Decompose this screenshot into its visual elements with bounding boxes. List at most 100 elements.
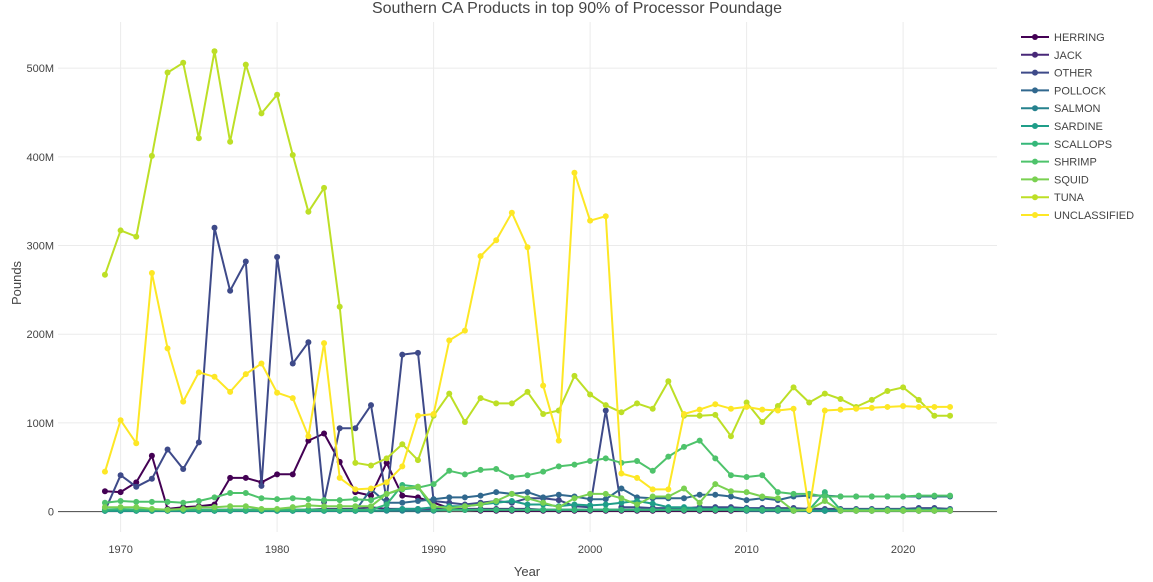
data-point-herring[interactable] bbox=[383, 459, 390, 466]
data-point-shrimp[interactable] bbox=[524, 472, 531, 479]
data-point-tuna[interactable] bbox=[477, 395, 484, 402]
data-point-shrimp[interactable] bbox=[133, 498, 140, 505]
legend[interactable]: HERRING JACK OTHER POLLOCK SALMON SARDINE SCAL… bbox=[1021, 32, 1134, 222]
data-point-tuna[interactable] bbox=[274, 91, 281, 98]
data-point-unclassified[interactable] bbox=[524, 244, 531, 251]
data-point-tuna[interactable] bbox=[712, 411, 719, 418]
data-point-unclassified[interactable] bbox=[618, 470, 625, 477]
data-point-squid[interactable] bbox=[727, 488, 734, 495]
data-point-shrimp[interactable] bbox=[915, 492, 922, 499]
data-point-unclassified[interactable] bbox=[493, 237, 500, 244]
data-point-herring[interactable] bbox=[117, 489, 124, 496]
data-point-unclassified[interactable] bbox=[414, 412, 421, 419]
data-point-shrimp[interactable] bbox=[227, 489, 234, 496]
data-point-tuna[interactable] bbox=[884, 387, 891, 394]
data-point-sardine[interactable] bbox=[571, 501, 578, 508]
data-point-shrimp[interactable] bbox=[274, 496, 281, 503]
data-point-unclassified[interactable] bbox=[837, 406, 844, 413]
data-point-squid[interactable] bbox=[555, 504, 562, 511]
data-point-other[interactable] bbox=[195, 439, 202, 446]
data-point-shrimp[interactable] bbox=[743, 474, 750, 481]
data-point-squid[interactable] bbox=[446, 505, 453, 512]
data-point-scallops[interactable] bbox=[493, 506, 500, 513]
data-point-squid[interactable] bbox=[414, 483, 421, 490]
data-point-scallops[interactable] bbox=[665, 506, 672, 513]
data-point-herring[interactable] bbox=[321, 430, 328, 437]
data-point-tuna[interactable] bbox=[133, 233, 140, 240]
data-point-pollock[interactable] bbox=[461, 494, 468, 501]
data-point-tuna[interactable] bbox=[368, 462, 374, 469]
data-point-scallops[interactable] bbox=[774, 506, 781, 513]
legend-item-squid[interactable]: SQUID bbox=[1021, 174, 1089, 186]
data-point-squid[interactable] bbox=[602, 490, 609, 497]
data-point-squid[interactable] bbox=[227, 503, 234, 510]
data-point-squid[interactable] bbox=[774, 495, 781, 502]
data-point-unclassified[interactable] bbox=[884, 403, 891, 410]
data-point-squid[interactable] bbox=[430, 503, 437, 510]
data-point-scallops[interactable] bbox=[821, 489, 828, 496]
data-point-shrimp[interactable] bbox=[649, 467, 656, 474]
data-point-tuna[interactable] bbox=[759, 419, 766, 426]
data-point-tuna[interactable] bbox=[774, 403, 781, 410]
data-point-other[interactable] bbox=[305, 339, 312, 346]
data-point-unclassified[interactable] bbox=[712, 401, 719, 408]
data-point-squid[interactable] bbox=[884, 507, 891, 514]
legend-item-salmon[interactable]: SALMON bbox=[1021, 103, 1101, 115]
data-point-squid[interactable] bbox=[900, 507, 907, 514]
data-point-scallops[interactable] bbox=[681, 506, 687, 513]
data-point-squid[interactable] bbox=[868, 507, 875, 514]
data-point-herring[interactable] bbox=[368, 492, 374, 499]
data-point-tuna[interactable] bbox=[180, 59, 187, 66]
data-point-tuna[interactable] bbox=[790, 384, 797, 391]
data-point-unclassified[interactable] bbox=[587, 217, 594, 224]
data-point-pollock[interactable] bbox=[555, 491, 562, 498]
data-point-herring[interactable] bbox=[399, 492, 406, 499]
data-point-squid[interactable] bbox=[352, 503, 359, 510]
data-point-scallops[interactable] bbox=[634, 506, 641, 513]
data-point-squid[interactable] bbox=[101, 504, 108, 511]
data-point-unclassified[interactable] bbox=[540, 382, 547, 389]
data-point-unclassified[interactable] bbox=[947, 403, 954, 410]
data-point-squid[interactable] bbox=[399, 485, 406, 492]
data-point-tuna[interactable] bbox=[806, 399, 813, 406]
data-point-other[interactable] bbox=[242, 258, 249, 265]
data-point-squid[interactable] bbox=[571, 495, 578, 502]
data-point-other[interactable] bbox=[148, 475, 155, 482]
data-point-shrimp[interactable] bbox=[712, 455, 719, 462]
data-point-pollock[interactable] bbox=[493, 489, 500, 496]
data-point-other[interactable] bbox=[399, 351, 406, 358]
data-point-scallops[interactable] bbox=[712, 506, 719, 513]
data-point-squid[interactable] bbox=[180, 505, 187, 512]
data-point-shrimp[interactable] bbox=[117, 497, 124, 504]
data-point-squid[interactable] bbox=[321, 503, 328, 510]
data-point-tuna[interactable] bbox=[321, 184, 328, 191]
legend-item-herring[interactable]: HERRING bbox=[1021, 32, 1105, 44]
data-point-unclassified[interactable] bbox=[289, 395, 296, 402]
data-point-tuna[interactable] bbox=[258, 110, 265, 117]
data-point-unclassified[interactable] bbox=[274, 389, 281, 396]
data-point-sardine[interactable] bbox=[399, 505, 406, 512]
data-point-squid[interactable] bbox=[274, 505, 281, 512]
data-point-shrimp[interactable] bbox=[508, 474, 515, 481]
data-point-squid[interactable] bbox=[117, 504, 124, 511]
data-point-pollock[interactable] bbox=[430, 496, 437, 503]
data-point-squid[interactable] bbox=[947, 507, 954, 514]
legend-item-other[interactable]: OTHER bbox=[1021, 68, 1093, 80]
data-point-shrimp[interactable] bbox=[242, 489, 249, 496]
data-point-sardine[interactable] bbox=[383, 506, 390, 513]
data-point-pollock[interactable] bbox=[540, 494, 547, 501]
data-point-tuna[interactable] bbox=[618, 409, 625, 416]
data-point-tuna[interactable] bbox=[915, 396, 922, 403]
data-point-shrimp[interactable] bbox=[634, 458, 641, 465]
legend-item-sardine[interactable]: SARDINE bbox=[1021, 121, 1103, 133]
data-point-tuna[interactable] bbox=[602, 402, 609, 409]
data-point-tuna[interactable] bbox=[148, 152, 155, 159]
data-point-squid[interactable] bbox=[540, 499, 547, 506]
data-point-scallops[interactable] bbox=[477, 506, 484, 513]
data-point-sardine[interactable] bbox=[508, 497, 515, 504]
data-point-herring[interactable] bbox=[227, 474, 234, 481]
data-point-unclassified[interactable] bbox=[696, 406, 703, 413]
data-point-unclassified[interactable] bbox=[649, 486, 656, 493]
data-point-squid[interactable] bbox=[461, 503, 468, 510]
data-point-shrimp[interactable] bbox=[180, 499, 187, 506]
